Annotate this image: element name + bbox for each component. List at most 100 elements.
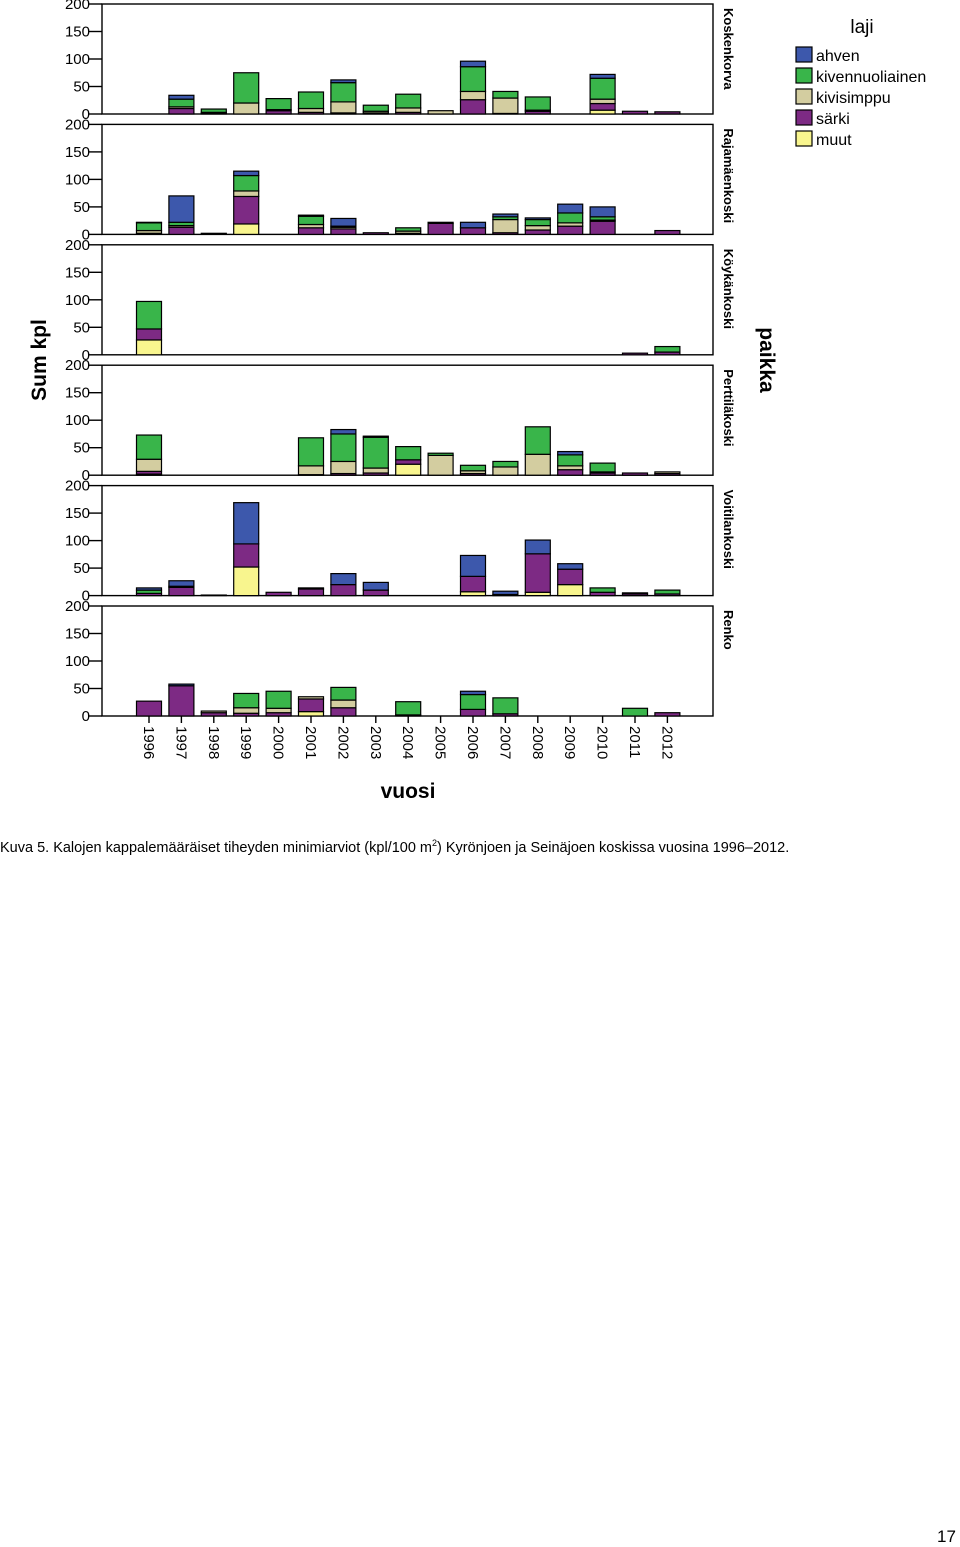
bar-segment-0-4-kivennuoliainen [265,97,292,111]
legend-label-sarki: särki [816,111,850,128]
bar-segment-0-12-kivennuoliainen [524,96,551,111]
y-tick-label-3-4: 200 [65,357,90,374]
bar-segment-3-7-kivennuoliainen [362,436,389,469]
bar-segment-1-3-sarki [233,195,260,225]
bar-segment-4-12-sarki [524,553,551,593]
facet-label-2: Köykänkoski [721,249,736,329]
bar-segment-1-11-ahven [492,213,519,218]
bar-segment-1-12-kivennuoliainen [524,218,551,227]
bar-segment-5-6-sarki [330,707,357,717]
bar-segment-5-15-kivennuoliainen [621,707,649,717]
y-tick-label-4-3: 150 [65,505,90,522]
caption-text-prefix: Kuva 5. Kalojen kappalemääräiset tiheyde… [0,839,432,856]
y-tick-label-0-4: 200 [65,0,90,13]
y-tick-label-2-4: 200 [65,237,90,254]
bar-segment-3-13-sarki [557,469,584,476]
y-tick-label-3-3: 150 [65,385,90,402]
bar-segment-1-8-kivennuoliainen [395,227,422,232]
bar-segment-4-1-sarki [168,586,195,597]
bar-segment-0-9-kivisimppu [427,110,454,115]
bar-segment-5-10-kivennuoliainen [459,693,487,710]
bar-segment-0-1-ahven [168,94,195,100]
figure-caption: Kuva 5. Kalojen kappalemääräiset tiheyde… [0,838,960,856]
bar-segment-1-6-ahven [330,217,357,227]
facet-label-3: Perttiläkoski [721,369,736,446]
bar-segment-0-6-ahven [330,79,357,84]
bar-segment-4-16-kivennuoliainen [654,589,681,595]
legend-swatch-sarki [795,109,813,126]
bar-segment-4-10-sarki [459,575,487,593]
page-number: 17 [937,1527,956,1546]
bar-segment-4-15-kivennuoliainen [621,592,649,595]
legend-label-kivennuoliainen: kivennuoliainen [816,69,926,86]
bar-segment-3-8-muut [395,463,422,476]
bar-segment-4-1-ahven [168,580,195,587]
legend-swatch-kivennuoliainen [795,67,813,84]
bar-segment-0-3-kivennuoliainen [233,72,260,104]
bar-segment-0-11-kivennuoliainen [492,90,519,99]
bar-segment-3-12-kivisimppu [524,453,551,476]
y-tick-label-1-3: 150 [65,144,90,161]
x-tick-label-2: 1998 [205,726,222,759]
bar-segment-2-0-sarki [135,328,163,341]
x-tick-label-10: 2006 [464,726,481,759]
bar-segment-1-5-sarki [297,227,325,236]
bar-segment-5-4-kivennuoliainen [265,690,292,709]
legend-swatch-ahven [795,46,813,63]
bar-segment-2-0-kivennuoliainen [135,300,163,330]
y-tick-label-2-3: 150 [65,264,90,281]
bar-segment-0-10-kivennuoliainen [459,66,487,93]
bar-segment-1-0-kivennuoliainen [135,222,163,232]
bar-segment-1-5-ahven [297,214,325,217]
bar-segment-1-10-sarki [459,227,487,236]
panel-frame-4 [101,484,714,597]
bar-segment-0-8-kivennuoliainen [395,93,422,109]
y-tick-label-0-2: 100 [65,51,90,68]
bar-segment-3-12-kivennuoliainen [524,426,551,455]
bar-segment-1-5-kivennuoliainen [297,215,325,226]
bar-segment-1-9-sarki [427,222,454,235]
bar-segment-0-3-kivisimppu [233,102,260,115]
facet-label-1: Rajamäenkoski [721,128,736,223]
bar-segment-0-1-sarki [168,107,195,115]
x-tick-label-15: 2011 [626,726,643,758]
bar-segment-3-6-kivennuoliainen [330,433,357,463]
bar-segment-5-3-kivisimppu [233,707,260,714]
facet-label-5: Renko [721,610,736,650]
bar-segment-1-6-sarki [330,228,357,235]
bar-segment-1-14-sarki [589,220,616,235]
bar-segment-4-14-kivennuoliainen [589,587,616,593]
bar-segment-1-11-kivisimppu [492,218,519,234]
y-tick-label-0-3: 150 [65,24,90,41]
y-axis-title: Sum kpl [28,319,51,401]
legend-swatch-muut [795,130,813,147]
bar-segment-4-3-sarki [233,543,260,568]
x-tick-label-3: 1999 [237,726,254,759]
x-tick-label-5: 2001 [302,726,319,759]
bar-segment-5-11-kivennuoliainen [492,697,519,715]
bar-segment-2-0-muut [135,339,163,356]
bar-segment-1-14-ahven [589,206,616,218]
bar-segment-5-3-kivennuoliainen [233,692,260,709]
bar-segment-4-3-ahven [233,502,260,545]
y-tick-label-4-4: 200 [65,478,90,495]
bar-segment-4-10-ahven [459,554,487,577]
bar-segment-3-8-sarki [395,459,422,465]
bar-segment-4-6-sarki [330,583,357,597]
y-tick-label-4-2: 100 [65,533,90,550]
bar-segment-0-14-ahven [589,73,616,79]
legend-label-muut: muut [816,132,852,149]
bar-segment-3-5-kivisimppu [297,465,325,476]
caption-superscript: 2 [432,838,438,848]
y-tick-label-0-0: 0 [82,106,90,123]
bar-segment-0-7-kivennuoliainen [362,104,389,112]
bar-segment-0-14-kivennuoliainen [589,77,616,100]
caption-text-suffix: ) Kyrönjoen ja Seinäjoen koskissa vuosin… [437,839,790,856]
legend-title: laji [850,17,873,38]
bar-segment-1-0-ahven [135,221,163,224]
x-tick-label-6: 2002 [334,726,351,759]
bar-segment-0-5-kivennuoliainen [297,91,325,110]
facet-label-4: Voitilankoski [721,490,736,569]
bar-segment-4-0-ahven [135,587,163,591]
bar-segment-0-11-kivisimppu [492,97,519,115]
